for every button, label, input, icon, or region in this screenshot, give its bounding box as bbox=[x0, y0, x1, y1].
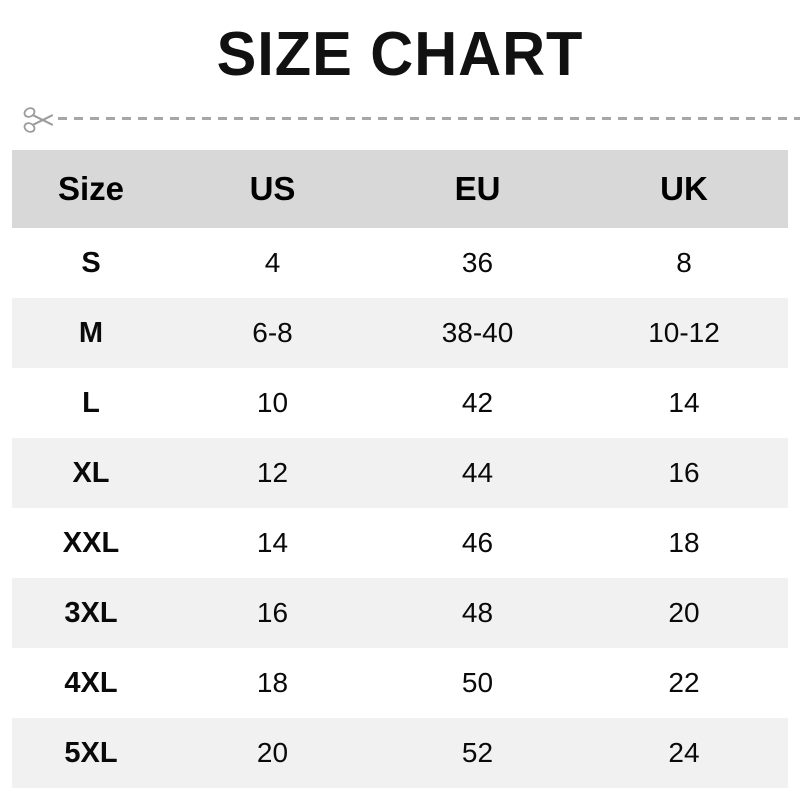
cell-uk: 8 bbox=[676, 247, 692, 278]
cell-eu: 38-40 bbox=[441, 317, 514, 348]
cell-uk: 20 bbox=[668, 597, 700, 628]
cell-uk: 24 bbox=[668, 737, 700, 768]
cell-size: S bbox=[81, 246, 101, 279]
dashed-cut-line bbox=[58, 117, 800, 120]
size-chart-table: Size US EU UK S 4 36 8 M 6-8 38-40 10-12… bbox=[12, 150, 788, 788]
table-header-row: Size US EU UK bbox=[12, 150, 788, 228]
table-body: S 4 36 8 M 6-8 38-40 10-12 L 10 42 14 XL… bbox=[12, 228, 788, 788]
cell-uk: 10-12 bbox=[648, 317, 720, 348]
cell-size: XL bbox=[72, 456, 110, 489]
cell-us: 4 bbox=[264, 247, 281, 278]
column-header-us: US bbox=[249, 170, 296, 207]
table-row: S 4 36 8 bbox=[12, 228, 788, 298]
cell-eu: 42 bbox=[461, 387, 494, 418]
cell-eu: 36 bbox=[461, 247, 494, 278]
cell-size: 3XL bbox=[64, 596, 118, 629]
cell-us: 6-8 bbox=[252, 317, 293, 348]
cell-eu: 48 bbox=[461, 597, 494, 628]
table-row: XXL 14 46 18 bbox=[12, 508, 788, 578]
cell-size: 5XL bbox=[64, 736, 118, 769]
cell-uk: 16 bbox=[668, 457, 700, 488]
cell-size: M bbox=[78, 316, 104, 349]
cell-eu: 52 bbox=[461, 737, 494, 768]
cell-size: XXL bbox=[62, 526, 120, 559]
page-title: SIZE CHART bbox=[216, 20, 584, 89]
cell-us: 20 bbox=[256, 737, 289, 768]
table-row: M 6-8 38-40 10-12 bbox=[12, 298, 788, 368]
cell-size: 4XL bbox=[64, 666, 118, 699]
table-row: 5XL 20 52 24 bbox=[12, 718, 788, 788]
table-row: 4XL 18 50 22 bbox=[12, 648, 788, 718]
table-row: XL 12 44 16 bbox=[12, 438, 788, 508]
column-header-uk: UK bbox=[660, 170, 708, 207]
cell-us: 10 bbox=[256, 387, 289, 418]
column-header-size: Size bbox=[57, 170, 125, 207]
cell-eu: 44 bbox=[461, 457, 494, 488]
cell-uk: 22 bbox=[668, 667, 700, 698]
table-row: 3XL 16 48 20 bbox=[12, 578, 788, 648]
cell-us: 16 bbox=[256, 597, 289, 628]
table-row: L 10 42 14 bbox=[12, 368, 788, 438]
cell-us: 12 bbox=[256, 457, 289, 488]
scissors-icon bbox=[22, 105, 56, 135]
column-header-eu: EU bbox=[454, 170, 501, 207]
cell-uk: 18 bbox=[668, 527, 700, 558]
cell-us: 18 bbox=[256, 667, 289, 698]
cell-uk: 14 bbox=[668, 387, 700, 418]
cell-us: 14 bbox=[256, 527, 289, 558]
cell-eu: 46 bbox=[461, 527, 494, 558]
cut-line bbox=[22, 103, 800, 137]
cell-size: L bbox=[82, 386, 100, 419]
cell-eu: 50 bbox=[461, 667, 494, 698]
